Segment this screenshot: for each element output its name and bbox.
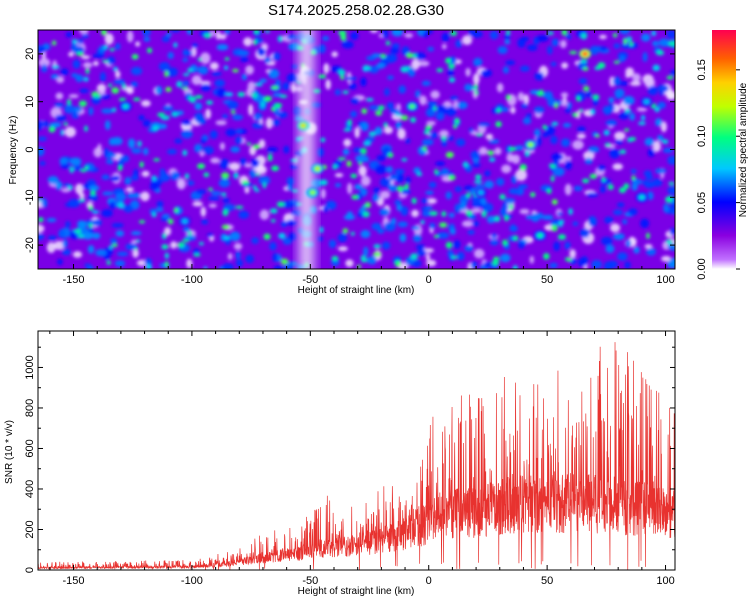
heatmap-hotspot [579, 48, 592, 59]
heatmap-xlabel: Height of straight line (km) [298, 285, 415, 296]
heatmap-xtick-label: -100 [181, 274, 203, 286]
snr-ytick-label: 800 [24, 399, 36, 417]
snr-xtick-label: -50 [302, 575, 318, 587]
snr-ytick-label: 0 [24, 567, 36, 573]
heatmap-hotspot [178, 216, 191, 227]
heatmap-ytick-label: 0 [24, 146, 36, 152]
heatmap-ylabel: Frequency (Hz) [8, 116, 19, 185]
heatmap-texture [38, 30, 675, 269]
heatmap-hotspot [635, 192, 648, 203]
colorbar-tick-label: 0.10 [696, 126, 708, 147]
heatmap-ytick-label: -20 [24, 237, 36, 253]
heatmap-xtick-label: 50 [541, 274, 553, 286]
heatmap-hotspot [306, 187, 319, 198]
heatmap-hotspots [119, 48, 653, 241]
snr-xlabel: Height of straight line (km) [298, 586, 415, 597]
snr-ytick-label: 600 [24, 439, 36, 457]
colorbar-tick-label: 0.15 [696, 59, 708, 80]
heatmap-xtick-label: -150 [63, 274, 85, 286]
snr-xtick-label: -150 [63, 575, 85, 587]
heatmap-xtick-label: -50 [302, 274, 318, 286]
snr-ylabel: SNR (10 * v/v) [4, 420, 15, 484]
snr-frame [37, 330, 676, 571]
colorbar-scale [712, 30, 736, 269]
heatmap-hotspot [297, 120, 310, 131]
snr-ytick-label: 1000 [24, 355, 36, 379]
heatmap-hotspot [311, 163, 324, 174]
snr-xtick-label: 50 [541, 575, 553, 587]
snr-ytick-label: 400 [24, 480, 36, 498]
snr-xtick-label: -100 [181, 575, 203, 587]
heatmap-hotspot [406, 101, 419, 112]
heatmap-ytick-label: 20 [24, 48, 36, 60]
heatmap-hotspot [524, 139, 537, 150]
colorbar-ticks: 0.00 0.05 0.10 0.15 [696, 59, 740, 280]
colorbar-label: Normalized spectral amplitude [738, 82, 749, 217]
heatmap-ytick-label: 10 [24, 96, 36, 108]
heatmap-xtick-label: 0 [426, 274, 432, 286]
heatmap-hotspot [474, 187, 487, 198]
colorbar: 0.00 0.05 0.10 0.15 Normalized spectral amp… [696, 30, 749, 280]
snr-xtick-label: 100 [656, 575, 674, 587]
figure-title: S174.2025.258.02.28.G30 [268, 2, 444, 19]
colorbar-tick-label: 0.00 [696, 258, 708, 279]
heatmap-hotspot [640, 96, 653, 107]
snr-ytick-label: 200 [24, 520, 36, 538]
snr-xtick-label: 0 [426, 575, 432, 587]
colorbar-tick-label: 0.05 [696, 192, 708, 213]
heatmap-xtick-label: 100 [656, 274, 674, 286]
heatmap-hotspot [534, 230, 547, 241]
heatmap-hotspot [119, 101, 132, 112]
heatmap-ytick-label: -10 [24, 189, 36, 205]
snr-series-line [38, 342, 675, 570]
